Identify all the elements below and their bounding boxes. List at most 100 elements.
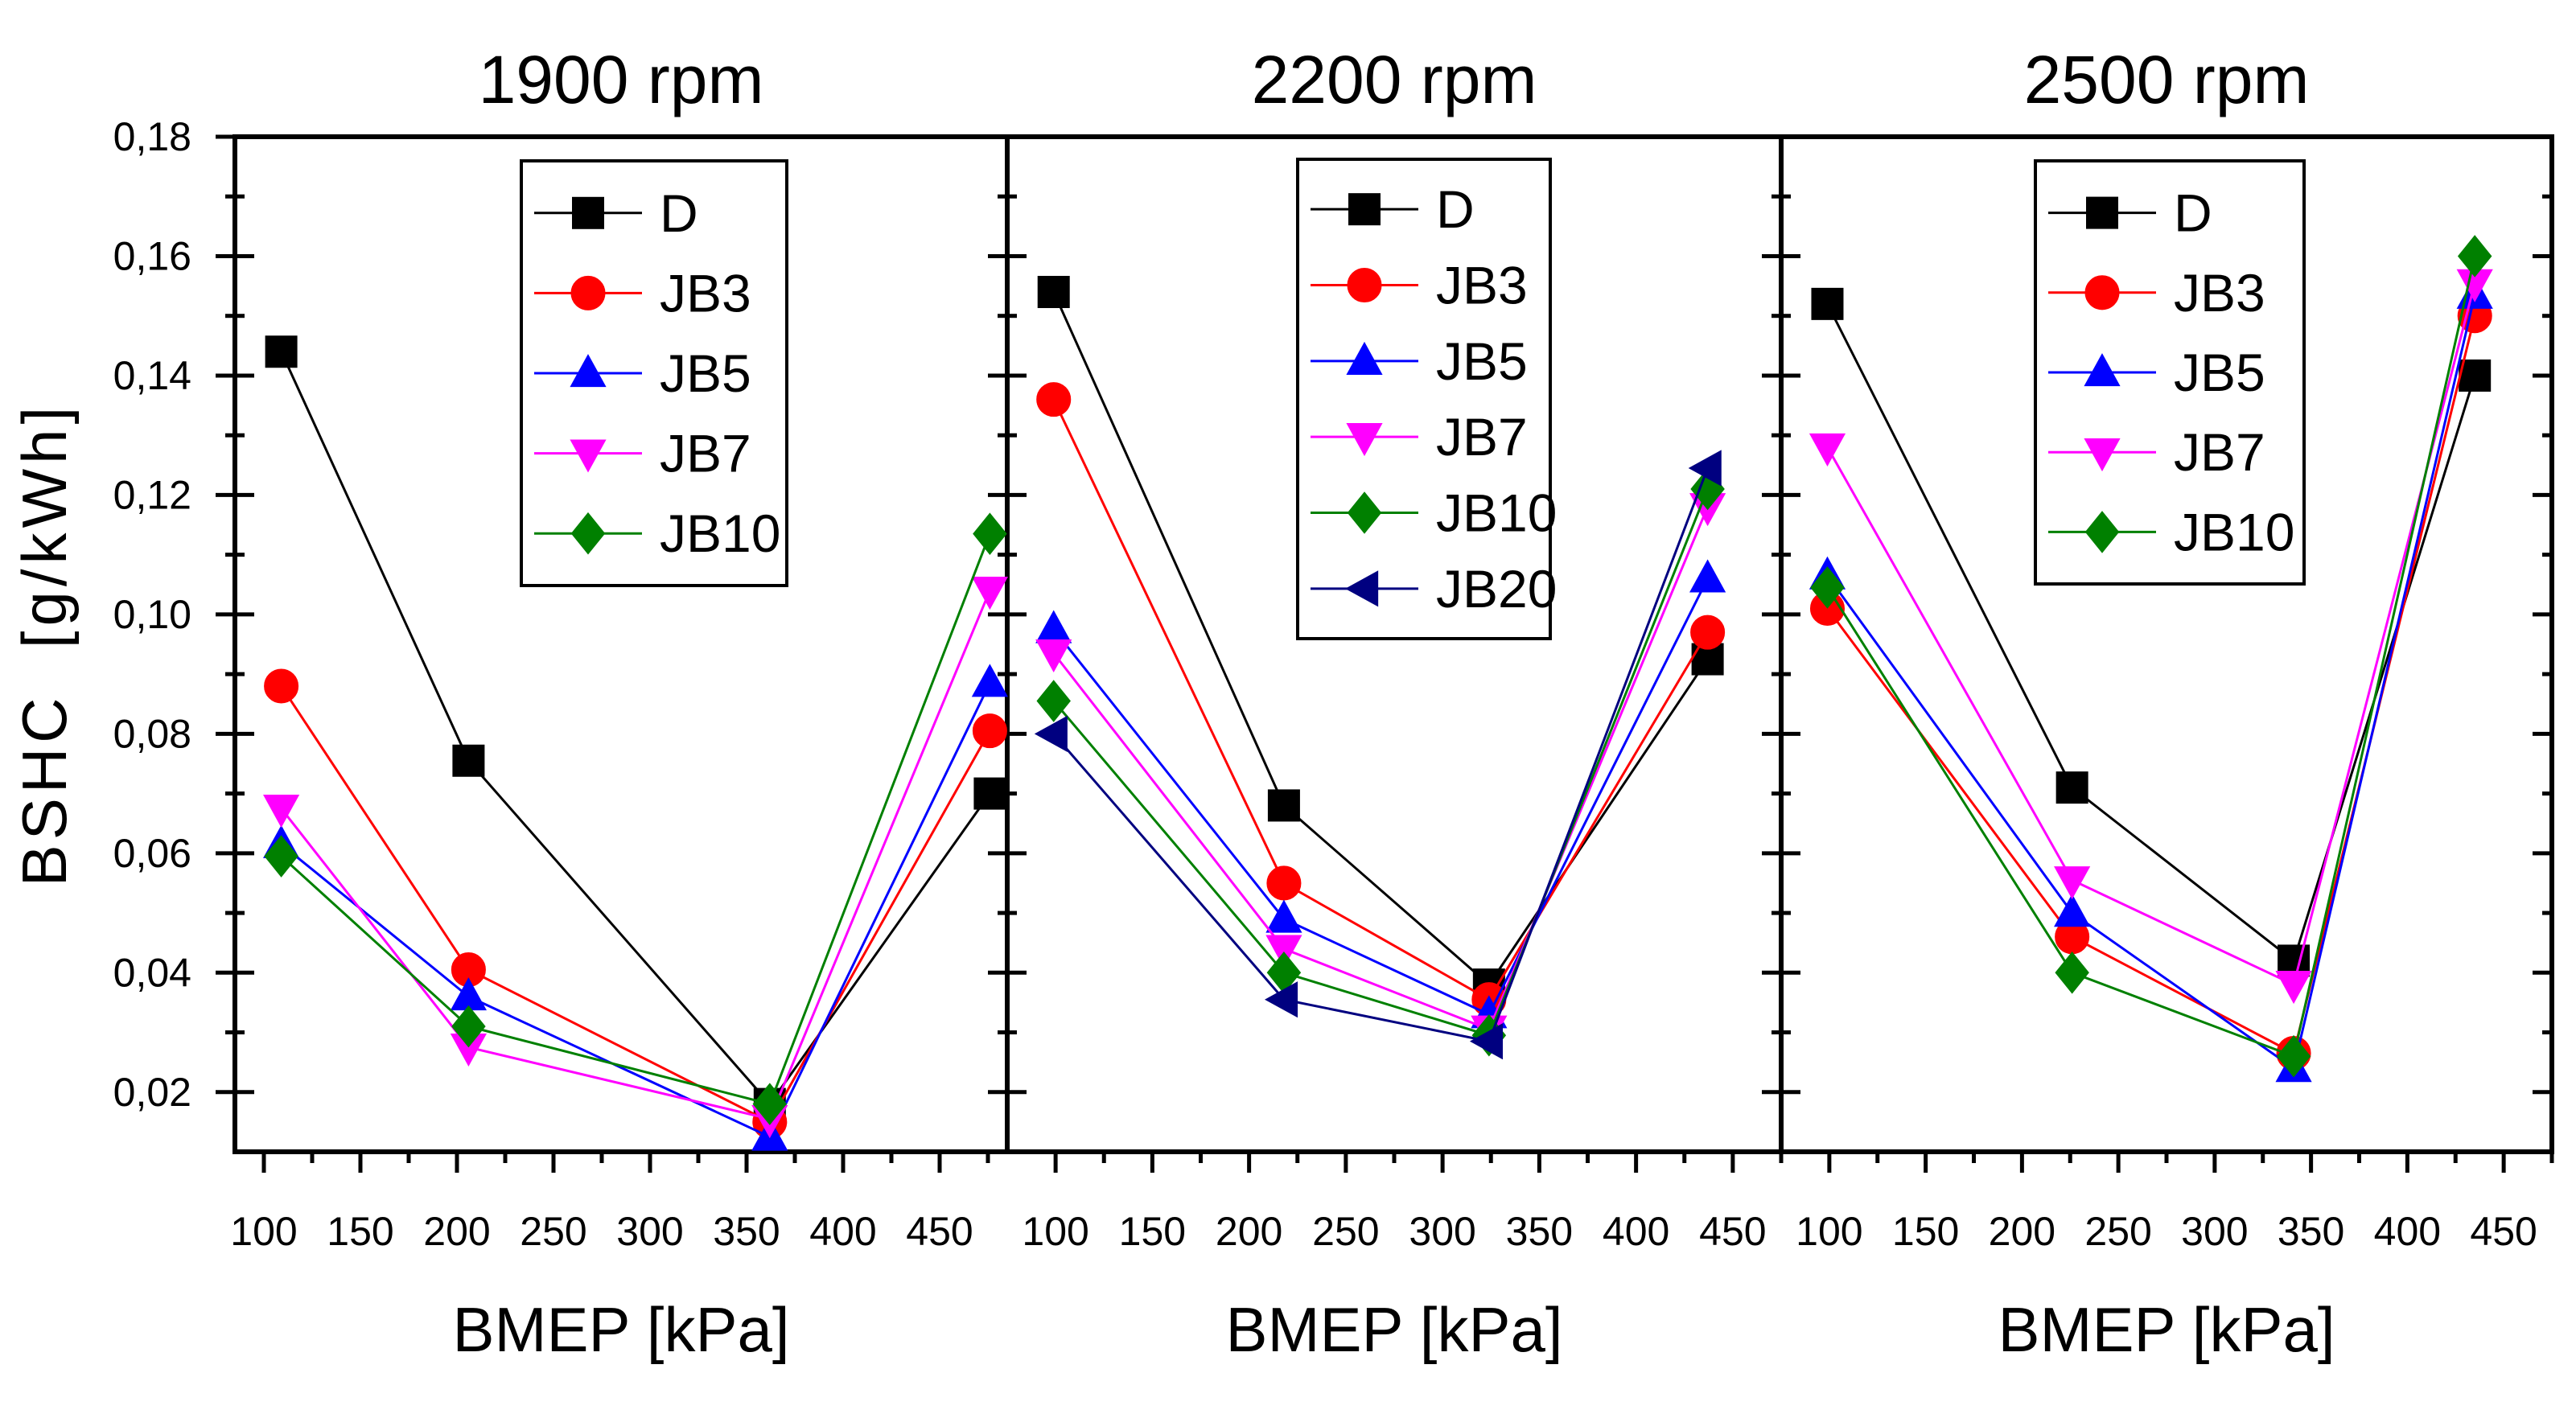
data-point-jb7 <box>1809 433 1846 467</box>
data-point-jb20 <box>1688 450 1722 487</box>
legend-1900-rpm: D JB3 JB5 JB7 JB10 <box>520 159 788 587</box>
series-jb10 <box>264 512 1007 1125</box>
y-tick-label: 0,08 <box>113 711 191 756</box>
legend-entry-d: D <box>534 183 698 243</box>
x-tick-label: 450 <box>1699 1209 1766 1254</box>
series-jb20 <box>1034 450 1722 1060</box>
data-layer <box>263 235 2493 1151</box>
series-line-jb5 <box>1052 578 1709 1017</box>
series-jb5 <box>263 664 1008 1151</box>
x-tick-label: 400 <box>1603 1209 1669 1254</box>
legend-entry-jb3: JB3 <box>1311 256 1528 315</box>
legend-marker-jb7 <box>570 439 607 473</box>
data-point-jb5 <box>1265 899 1302 933</box>
legend-label-jb5: JB5 <box>1436 331 1528 391</box>
series-line-jb20 <box>1052 467 1710 1043</box>
legend-marker-jb10 <box>1347 491 1382 534</box>
series-line-jb7 <box>1826 282 2476 987</box>
data-point-d <box>973 777 1006 810</box>
legend-entry-d: D <box>1311 179 1475 239</box>
data-point-jb3 <box>264 668 299 704</box>
legend-marker-d <box>572 196 604 229</box>
y-tick-label: 0,12 <box>113 472 191 517</box>
data-point-d <box>1037 276 1070 309</box>
y-tick-label: 0,18 <box>113 114 191 159</box>
x-axis-label: BMEP [kPa] <box>1225 1294 1562 1365</box>
legend-label-jb5: JB5 <box>660 343 751 403</box>
legend-entry-jb5: JB5 <box>1311 331 1528 391</box>
series-line-jb10 <box>280 533 991 1106</box>
legend-entry-jb10: JB10 <box>1311 483 1557 543</box>
data-point-d <box>1811 287 1844 320</box>
x-tick-label: 150 <box>1119 1209 1186 1254</box>
legend-label-jb20: JB20 <box>1436 559 1557 619</box>
y-tick-label: 0,14 <box>113 353 191 398</box>
data-point-d <box>2055 771 2088 804</box>
x-tick-label: 100 <box>1796 1209 1862 1254</box>
series-line-jb7 <box>1052 506 1709 1031</box>
data-point-jb7 <box>971 577 1008 610</box>
legend-label-jb3: JB3 <box>1436 256 1528 315</box>
data-point-d <box>1267 789 1300 822</box>
legend-entry-d: D <box>2048 183 2212 243</box>
legend-box <box>1296 158 1552 640</box>
legend-marker-jb3 <box>570 275 606 310</box>
legend-marker-jb10 <box>570 512 606 555</box>
x-axis-label: BMEP [kPa] <box>1998 1294 2335 1365</box>
data-point-jb3 <box>972 713 1007 749</box>
x-tick-label: 350 <box>1506 1209 1573 1254</box>
series-line-jb7 <box>280 590 991 1120</box>
series-line-d <box>1826 303 2476 963</box>
panel-2500-rpm <box>1809 235 2493 1083</box>
legend-label-d: D <box>1436 179 1475 239</box>
y-tick-label: 0,06 <box>113 831 191 876</box>
data-point-jb7 <box>2054 866 2091 900</box>
data-point-jb10 <box>1810 566 1845 609</box>
legend-marker-jb10 <box>2084 511 2120 553</box>
data-point-jb5 <box>1035 610 1072 643</box>
x-tick-label: 450 <box>906 1209 973 1254</box>
data-point-jb5 <box>1689 559 1726 593</box>
legend-label-d: D <box>2174 183 2212 243</box>
y-tick-label: 0,04 <box>113 950 191 995</box>
legend-entry-jb20: JB20 <box>1311 559 1557 619</box>
legend-entry-jb3: JB3 <box>2048 263 2265 323</box>
series-line-d <box>1052 291 1709 987</box>
panel-title: 2200 rpm <box>1252 42 1537 117</box>
y-tick-label: 0,10 <box>113 592 191 637</box>
legend-entry-jb5: JB5 <box>534 343 751 403</box>
series-line-jb3 <box>1052 398 1709 1001</box>
x-tick-label: 250 <box>2084 1209 2151 1254</box>
panel-title: 1900 rpm <box>479 42 764 117</box>
legend-entry-jb10: JB10 <box>534 504 780 563</box>
x-tick-label: 300 <box>1409 1209 1475 1254</box>
x-tick-label: 350 <box>2278 1209 2344 1254</box>
x-tick-label: 300 <box>2181 1209 2248 1254</box>
series-line-jb10 <box>1052 488 1710 1038</box>
y-axis-label: BSHC [g/kWh] <box>9 402 80 886</box>
legend-label-jb3: JB3 <box>660 263 751 323</box>
series-d <box>1811 287 2492 977</box>
legend-marker-jb7 <box>2084 438 2121 472</box>
x-tick-label: 250 <box>520 1209 586 1254</box>
data-point-jb3 <box>1036 382 1072 417</box>
legend-entry-jb3: JB3 <box>534 263 751 323</box>
x-tick-label: 400 <box>809 1209 876 1254</box>
panel-title: 2500 rpm <box>2024 42 2310 117</box>
data-point-jb10 <box>264 835 298 878</box>
x-tick-label: 150 <box>1892 1209 1959 1254</box>
y-tick-label: 0,02 <box>113 1070 191 1115</box>
legend-marker-d <box>2086 196 2118 229</box>
data-point-jb5 <box>450 977 487 1011</box>
data-point-jb20 <box>1264 981 1298 1018</box>
legend-label-jb10: JB10 <box>2174 502 2294 561</box>
legend-2200-rpm: D JB3 JB5 JB7 JB10 JB20 <box>1296 158 1557 640</box>
x-tick-label: 200 <box>423 1209 490 1254</box>
data-point-jb3 <box>1690 615 1726 650</box>
legend-marker-jb3 <box>2084 275 2120 310</box>
series-jb7 <box>1809 269 2493 1005</box>
legend-marker-jb3 <box>1347 267 1382 303</box>
legend-marker-d <box>1348 193 1381 226</box>
x-tick-label: 200 <box>1989 1209 2055 1254</box>
